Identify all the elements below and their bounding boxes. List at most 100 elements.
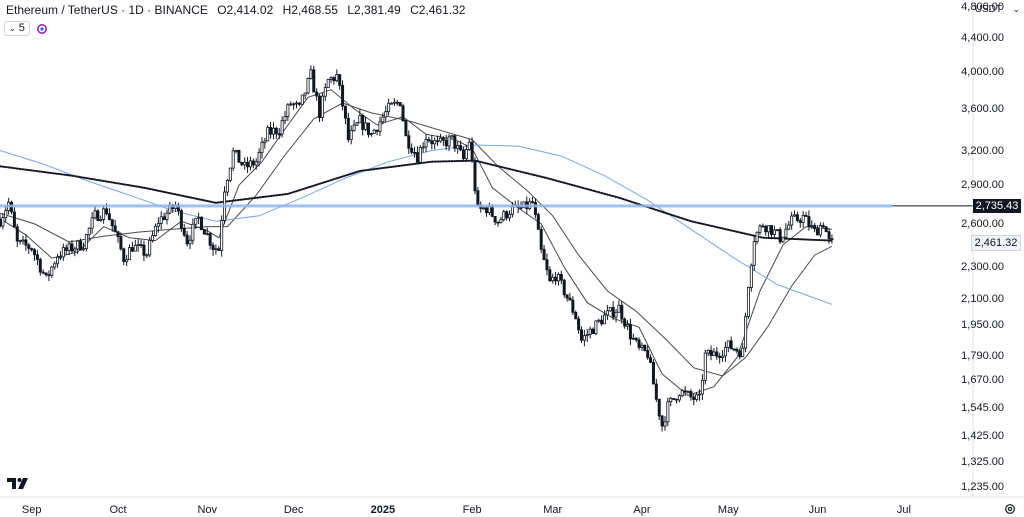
time-tick-label: Dec bbox=[283, 504, 304, 516]
candle bbox=[38, 257, 42, 276]
candle bbox=[361, 113, 365, 136]
candle bbox=[44, 272, 48, 277]
candle bbox=[663, 416, 667, 431]
candle bbox=[669, 396, 673, 407]
candle bbox=[159, 211, 163, 230]
candle bbox=[487, 202, 491, 216]
symbol-title[interactable]: Ethereum / TetherUS · 1D · BINANCE bbox=[6, 3, 208, 17]
price-tick-label: 1,950.00 bbox=[961, 319, 1004, 332]
candle bbox=[300, 94, 304, 106]
tradingview-logo-icon[interactable] bbox=[6, 475, 32, 491]
candle bbox=[502, 209, 506, 222]
candle bbox=[781, 236, 785, 243]
candle bbox=[274, 126, 278, 139]
price-tick-label: 3,600.00 bbox=[961, 102, 1004, 115]
candle bbox=[614, 309, 618, 323]
close-value: 2,461.32 bbox=[418, 3, 466, 17]
candle bbox=[744, 312, 748, 353]
candle bbox=[700, 374, 704, 400]
candle bbox=[643, 344, 647, 352]
candle bbox=[387, 98, 391, 116]
candle bbox=[790, 211, 794, 230]
candle bbox=[703, 349, 707, 385]
candle bbox=[73, 246, 77, 257]
candle bbox=[467, 138, 471, 152]
sync-icon[interactable] bbox=[36, 23, 48, 35]
candle bbox=[718, 352, 722, 364]
candle bbox=[283, 111, 287, 125]
time-tick-label: May bbox=[717, 504, 739, 516]
candle bbox=[156, 217, 160, 233]
candle bbox=[761, 223, 765, 228]
horizontal-ray-band[interactable] bbox=[0, 204, 893, 208]
currency-label[interactable]: USDT bbox=[974, 4, 1002, 15]
candle bbox=[312, 65, 316, 93]
candle bbox=[778, 227, 782, 244]
candle bbox=[723, 341, 727, 362]
candle bbox=[588, 326, 592, 339]
close-label: C bbox=[410, 3, 419, 17]
candle bbox=[692, 393, 696, 406]
open-label: O bbox=[217, 3, 227, 17]
candle bbox=[27, 242, 31, 254]
candle bbox=[185, 230, 189, 247]
candle bbox=[58, 251, 62, 261]
candle bbox=[787, 221, 791, 231]
candle bbox=[438, 133, 442, 143]
candle bbox=[660, 415, 664, 432]
candle bbox=[378, 116, 382, 136]
candle bbox=[749, 263, 753, 292]
candle bbox=[741, 342, 745, 358]
candle bbox=[214, 244, 218, 255]
candle bbox=[654, 378, 658, 403]
candle bbox=[289, 101, 293, 107]
candle bbox=[10, 200, 14, 215]
candle bbox=[528, 198, 532, 211]
time-tick-label: Feb bbox=[462, 504, 482, 516]
candle bbox=[139, 239, 143, 248]
candle bbox=[128, 244, 132, 261]
candle bbox=[769, 224, 773, 240]
candle bbox=[320, 92, 324, 122]
candle bbox=[148, 236, 152, 258]
candle bbox=[764, 224, 768, 236]
candle bbox=[179, 208, 183, 232]
time-tick-label: Jun bbox=[808, 504, 827, 516]
candle bbox=[674, 398, 678, 404]
price-tick-label: 1,790.00 bbox=[961, 349, 1004, 362]
candle bbox=[830, 234, 834, 244]
candle bbox=[18, 239, 22, 245]
candle bbox=[24, 234, 28, 251]
candle bbox=[508, 210, 512, 222]
candle bbox=[689, 388, 693, 401]
chevron-down-icon[interactable]: ⌄ bbox=[1012, 4, 1020, 14]
price-tick-label: 3,200.00 bbox=[961, 144, 1004, 157]
candle bbox=[821, 222, 825, 228]
candle bbox=[303, 92, 307, 100]
candle bbox=[292, 102, 296, 110]
indicators-toggle-button[interactable]: ⌄ 5 bbox=[4, 21, 30, 36]
candle bbox=[61, 243, 65, 261]
candle bbox=[827, 228, 831, 244]
candle bbox=[818, 222, 822, 238]
candle bbox=[709, 345, 713, 361]
candle bbox=[772, 225, 776, 239]
candle bbox=[369, 132, 373, 137]
candle bbox=[706, 349, 710, 357]
candle bbox=[318, 93, 322, 123]
candle bbox=[392, 98, 396, 106]
candle bbox=[680, 389, 684, 398]
low-value: 2,381.49 bbox=[354, 3, 401, 17]
moving-average-line bbox=[0, 102, 833, 377]
candle bbox=[338, 74, 342, 90]
candle bbox=[306, 77, 310, 95]
candle bbox=[113, 220, 117, 233]
candle bbox=[404, 119, 408, 137]
candle bbox=[816, 225, 820, 236]
gear-icon[interactable] bbox=[1004, 503, 1016, 515]
candle bbox=[591, 327, 595, 335]
candle bbox=[398, 102, 402, 107]
candle bbox=[346, 112, 350, 143]
candle bbox=[125, 254, 129, 267]
